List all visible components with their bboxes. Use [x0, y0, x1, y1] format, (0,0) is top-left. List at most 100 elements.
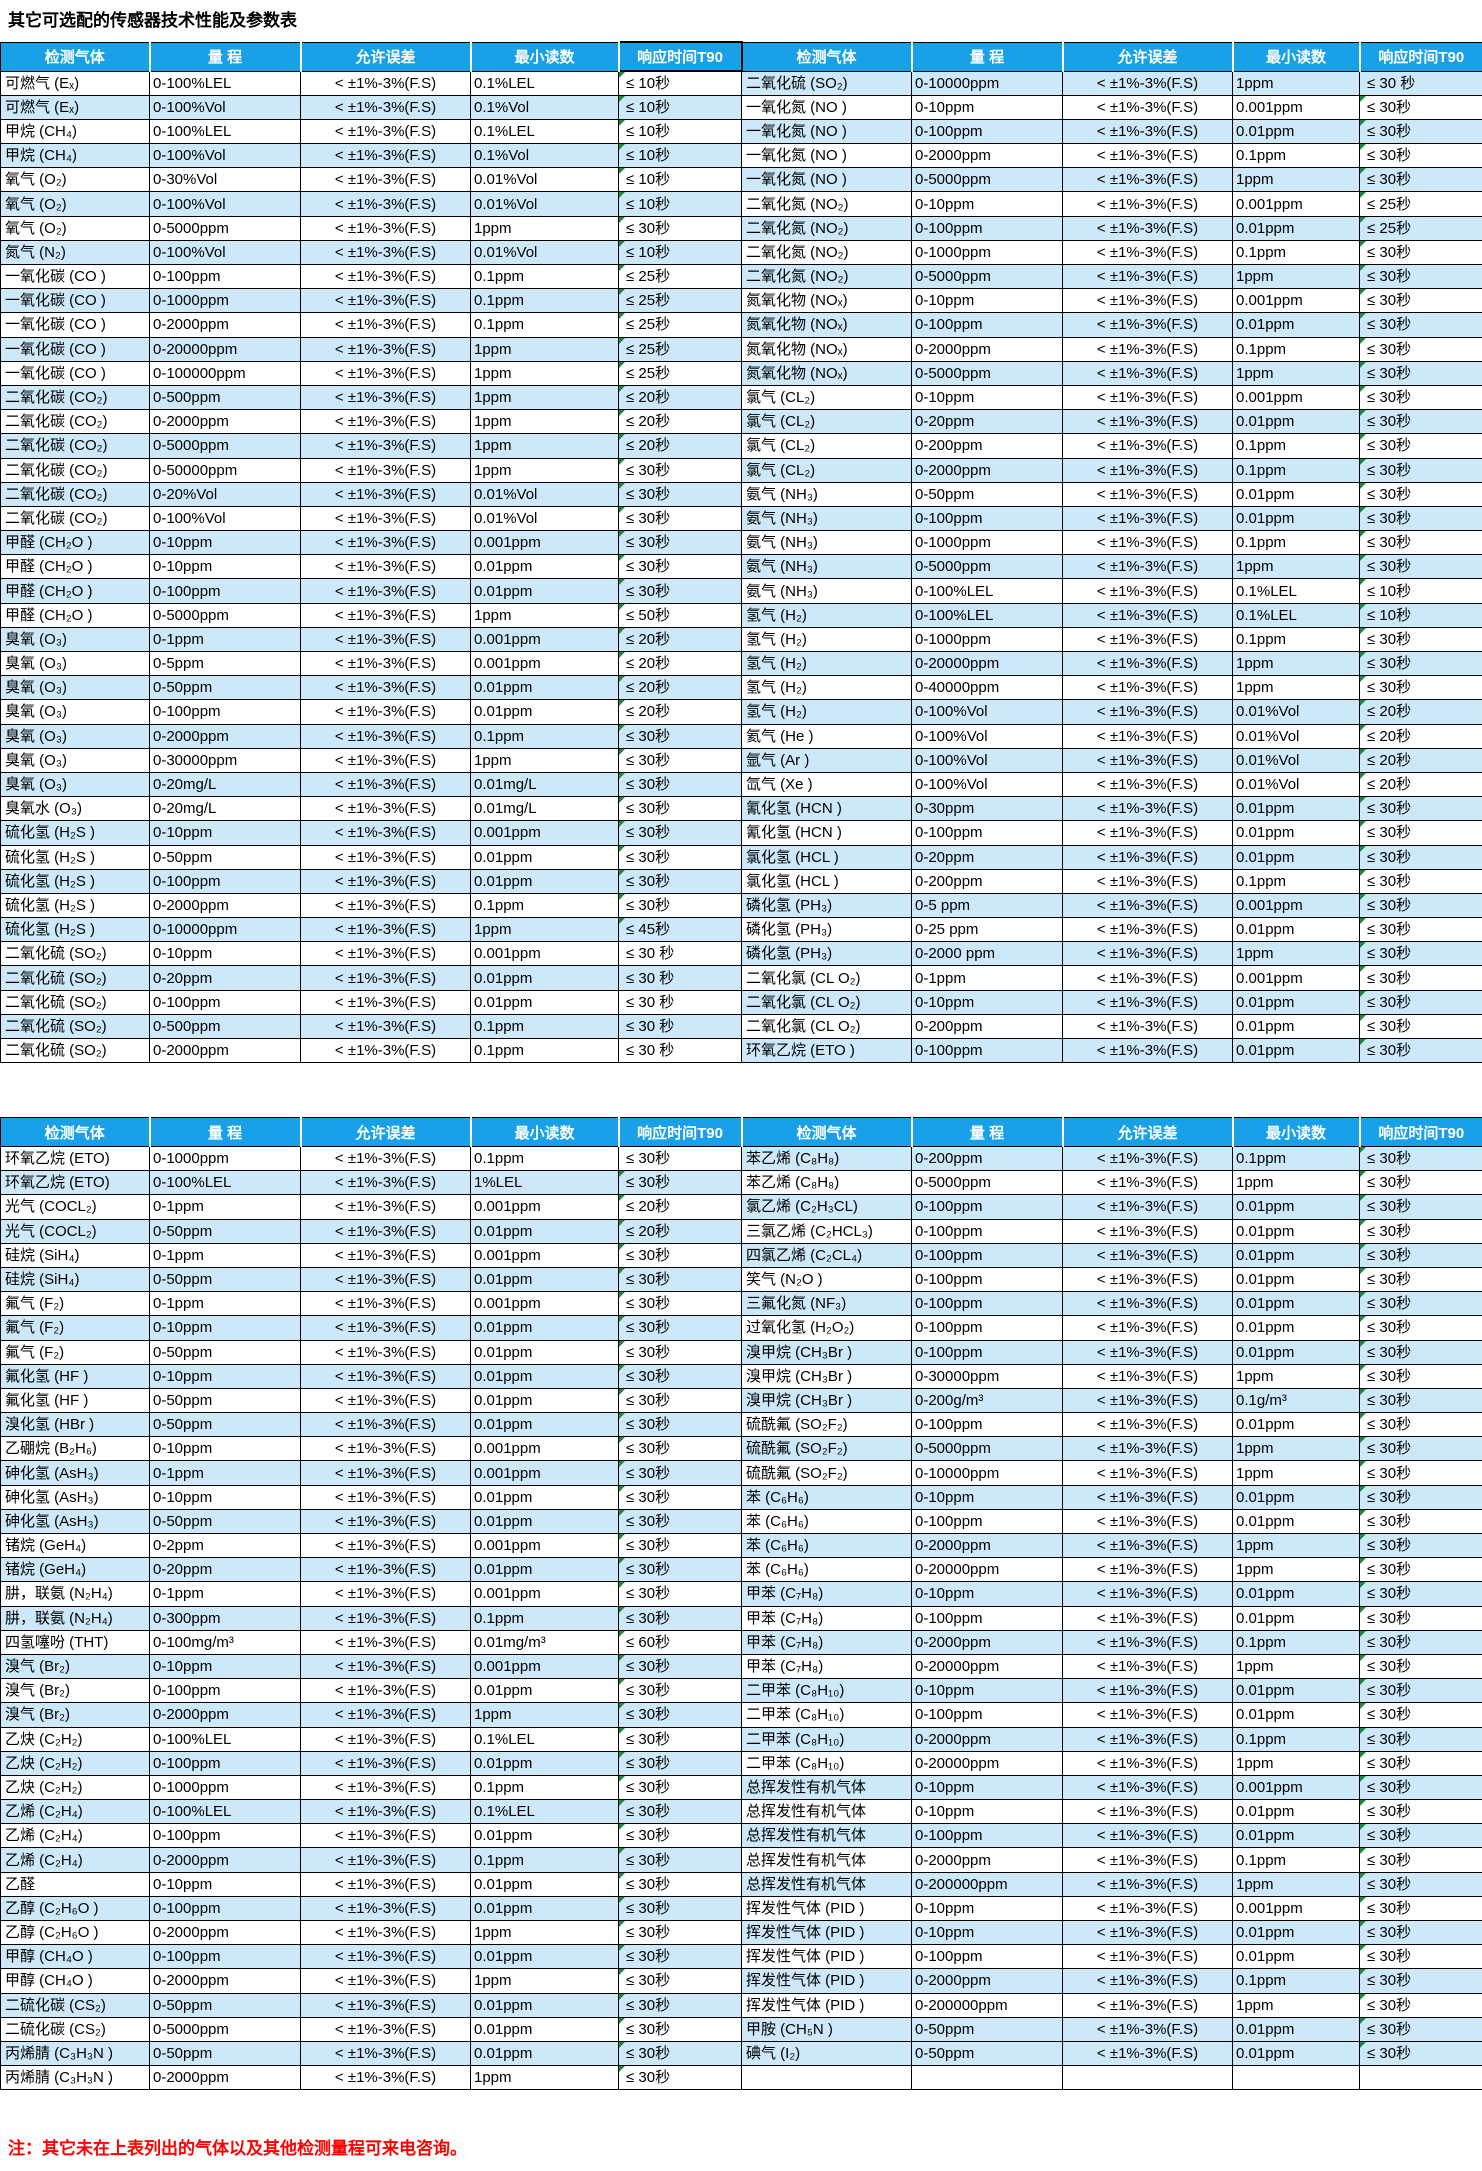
response-time-cell: ≤ 30秒: [1359, 1013, 1482, 1040]
excel-flag-triangle-icon: [1360, 362, 1366, 368]
gas-cell: 乙炔 (C₂H₂): [0, 1750, 150, 1776]
table-row: 二氧化硫 (SO₂) 0-10ppm < ±1%-3%(F.S) 0.001ppm ≤ …: [0, 941, 1482, 967]
range-cell: 0-50ppm: [149, 675, 301, 701]
excel-flag-triangle-icon: [1360, 1268, 1366, 1274]
response-time-cell: ≤ 10秒: [618, 239, 742, 266]
min-reading-cell: 1ppm: [470, 1702, 619, 1728]
min-reading-cell: 0.01ppm: [1232, 844, 1360, 870]
error-cell: < ±1%-3%(F.S): [300, 1412, 471, 1438]
table-row: 丙烯腈 (C₃H₃N ) 0-2000ppm < ±1%-3%(F.S) 1ppm ≤ …: [0, 2065, 1482, 2091]
range-cell: 0-5000ppm: [149, 602, 301, 628]
min-reading-cell: 0.01ppm: [1232, 409, 1360, 435]
range-cell: 0-30000ppm: [911, 1363, 1063, 1389]
excel-flag-triangle-icon: [619, 1534, 625, 1540]
excel-flag-triangle-icon: [1360, 96, 1366, 102]
excel-flag-triangle-icon: [1360, 168, 1366, 175]
min-reading-cell: 0.01ppm: [470, 1557, 619, 1583]
error-cell: < ±1%-3%(F.S): [1062, 1218, 1233, 1244]
response-time-cell: ≤ 30秒: [1359, 989, 1482, 1015]
range-cell: 0-10ppm: [149, 1363, 301, 1389]
min-reading-cell: 1ppm: [1232, 650, 1360, 677]
excel-flag-triangle-icon: [1360, 942, 1366, 949]
table-row: 甲醛 (CH₂O ) 0-10ppm < ±1%-3%(F.S) 0.01ppm ≤ 3…: [0, 554, 1482, 580]
range-cell: 0-2000ppm: [149, 1702, 301, 1728]
table-row: 二氧化硫 (SO₂) 0-500ppm < ±1%-3%(F.S) 0.1ppm ≤ 3…: [0, 1013, 1482, 1040]
min-reading-cell: 0.01%Vol: [470, 239, 619, 266]
range-cell: 0-100mg/m³: [149, 1629, 301, 1655]
gas-cell: 二氧化硫 (SO₂): [0, 965, 150, 991]
error-cell: < ±1%-3%(F.S): [300, 2040, 471, 2067]
excel-flag-triangle-icon: [619, 2042, 625, 2048]
error-cell: < ±1%-3%(F.S): [300, 336, 471, 362]
gas-cell: 硫化氢 (H₂S ): [0, 868, 150, 894]
min-reading-cell: 0.1ppm: [1232, 1145, 1360, 1172]
min-reading-cell: 0.001ppm: [470, 1194, 619, 1220]
min-reading-cell: [1232, 2065, 1360, 2091]
error-cell: < ±1%-3%(F.S): [1062, 1799, 1233, 1825]
range-cell: 0-20000ppm: [911, 1653, 1063, 1680]
range-cell: 0-50ppm: [149, 844, 301, 870]
range-cell: 0-20000ppm: [911, 1557, 1063, 1583]
gas-cell: 氯乙烯 (C₂H₃CL): [741, 1194, 912, 1220]
min-reading-cell: 1ppm: [1232, 941, 1360, 967]
gas-cell: 二氧化硫 (SO₂): [741, 70, 912, 96]
min-reading-cell: 1ppm: [470, 917, 619, 943]
gas-cell: 氰化氢 (HCN ): [741, 820, 912, 846]
gas-cell: 丙烯腈 (C₃H₃N ): [0, 2065, 150, 2091]
range-cell: 0-100%Vol: [911, 723, 1063, 749]
response-time-cell: ≤ 30秒: [1359, 820, 1482, 846]
min-reading-cell: 0.01ppm: [470, 989, 619, 1015]
range-cell: 0-20mg/L: [149, 771, 301, 798]
excel-flag-triangle-icon: [619, 652, 625, 658]
error-cell: < ±1%-3%(F.S): [1062, 989, 1233, 1015]
response-time-cell: ≤ 60秒: [618, 1629, 742, 1655]
range-cell: 0-100ppm: [911, 1315, 1063, 1341]
error-cell: < ±1%-3%(F.S): [300, 1992, 471, 2018]
gas-cell: 苯 (C₆H₆): [741, 1508, 912, 1535]
range-cell: 0-10ppm: [911, 1895, 1063, 1922]
range-cell: 0-20mg/L: [149, 796, 301, 822]
excel-flag-triangle-icon: [619, 1703, 625, 1710]
error-cell: < ±1%-3%(F.S): [300, 530, 471, 556]
gas-cell: 甲醛 (CH₂O ): [0, 602, 150, 628]
range-cell: 0-1ppm: [149, 1291, 301, 1317]
error-cell: < ±1%-3%(F.S): [300, 94, 471, 120]
response-time-cell: ≤ 30秒: [618, 1436, 742, 1462]
response-time-cell: ≤ 30秒: [1359, 2016, 1482, 2042]
range-cell: 0-2000ppm: [911, 1629, 1063, 1655]
response-time-cell: ≤ 30秒: [1359, 505, 1482, 532]
min-reading-cell: 1ppm: [470, 384, 619, 411]
error-cell: < ±1%-3%(F.S): [1062, 747, 1233, 773]
range-cell: 0-1ppm: [149, 1242, 301, 1268]
min-reading-cell: 1ppm: [1232, 1170, 1360, 1196]
excel-flag-triangle-icon: [619, 483, 625, 489]
response-time-cell: ≤ 30秒: [618, 1653, 742, 1680]
gas-cell: 光气 (COCL₂): [0, 1218, 150, 1244]
error-cell: < ±1%-3%(F.S): [1062, 892, 1233, 919]
response-time-cell: ≤ 30秒: [1359, 360, 1482, 386]
response-time-cell: ≤ 20秒: [618, 409, 742, 435]
response-time-cell: ≤ 20秒: [618, 1218, 742, 1244]
gas-cell: 二氧化硫 (SO₂): [0, 989, 150, 1015]
response-time-cell: ≤ 30秒: [618, 481, 742, 507]
range-cell: 0-100%LEL: [911, 602, 1063, 628]
min-reading-cell: 0.001ppm: [470, 820, 619, 846]
gas-cell: 三氯乙烯 (C₂HCL₃): [741, 1218, 912, 1244]
col-header-gas: 检测气体: [740, 41, 913, 72]
min-reading-cell: 1ppm: [470, 2065, 619, 2091]
gas-cell: 二氧化碳 (CO₂): [0, 505, 150, 532]
response-time-cell: ≤ 30秒: [618, 844, 742, 870]
gas-cell: 臭氧 (O₃): [0, 699, 150, 725]
response-time-cell: ≤ 30秒: [1359, 1508, 1482, 1535]
error-cell: < ±1%-3%(F.S): [300, 2065, 471, 2091]
gas-cell: 二硫化碳 (CS₂): [0, 1992, 150, 2018]
range-cell: 0-10000ppm: [149, 917, 301, 943]
response-time-cell: ≤ 30秒: [1359, 965, 1482, 991]
response-time-cell: ≤ 30秒: [1359, 1871, 1482, 1897]
response-time-cell: [1359, 2065, 1482, 2091]
min-reading-cell: 0.01ppm: [1232, 796, 1360, 822]
min-reading-cell: 0.01ppm: [1232, 118, 1360, 145]
excel-flag-triangle-icon: [619, 120, 625, 126]
min-reading-cell: 0.1ppm: [470, 263, 619, 290]
table-row: 砷化氢 (AsH₃) 0-10ppm < ±1%-3%(F.S) 0.01ppm ≤ 3…: [0, 1484, 1482, 1510]
